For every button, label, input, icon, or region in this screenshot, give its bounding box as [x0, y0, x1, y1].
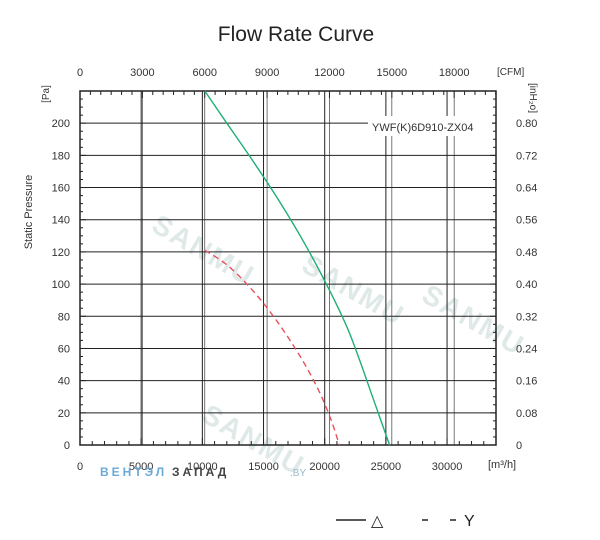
- y-tick-label: 160: [52, 183, 70, 195]
- y-right-tick-label: 0.48: [516, 247, 537, 259]
- x-top-tick-label: 0: [77, 67, 83, 79]
- y-tick-label: 120: [52, 247, 70, 259]
- x-tick-label: 5000: [129, 461, 153, 473]
- y-right-tick-label: 0.08: [516, 408, 537, 420]
- y-tick-label: 200: [52, 118, 70, 130]
- y-right-tick-label: 0: [516, 440, 522, 452]
- brand-part1: ВЕНТЭЛ: [100, 465, 167, 479]
- y-tick-label: 80: [58, 311, 70, 323]
- y-tick-label: 100: [52, 279, 70, 291]
- grid: [79, 91, 496, 446]
- brand-logo: ВЕНТЭЛ ЗАПАД .BY: [100, 465, 306, 479]
- x-unit-bottom: [m³/h]: [488, 459, 516, 471]
- x-tick-label: 25000: [371, 461, 402, 473]
- y-right-tick-label: 0.24: [516, 343, 537, 355]
- x-top-tick-label: 12000: [314, 67, 345, 79]
- x-tick-label: 20000: [309, 461, 340, 473]
- y-right-tick-label: 0.80: [516, 118, 537, 130]
- y-right-tick-label: 0.32: [516, 311, 537, 323]
- x-top-tick-label: 6000: [192, 67, 216, 79]
- chart-title: Flow Rate Curve: [218, 23, 374, 46]
- x-top-tick-label: 9000: [255, 67, 279, 79]
- y-tick-label: 0: [64, 440, 70, 452]
- curve-delta-solid: [204, 90, 391, 446]
- y-right-tick-label: 0.56: [516, 215, 537, 227]
- y-tick-label: 180: [52, 150, 70, 162]
- minor-ticks: [79, 90, 497, 446]
- y-tick-label: 40: [58, 376, 70, 388]
- watermark-text: SANMU: [417, 278, 530, 361]
- x-top-tick-label: 18000: [439, 67, 470, 79]
- y-tick-label: 60: [58, 343, 70, 355]
- x-tick-label: 10000: [187, 461, 218, 473]
- y-right-tick-label: 0.16: [516, 376, 537, 388]
- y-unit-right: [inH₂o]: [527, 83, 538, 113]
- watermark-text: SANMU: [147, 208, 260, 291]
- legend-label-solid: △: [371, 513, 384, 530]
- curve-y-dashed: [204, 249, 341, 446]
- x-tick-label: 0: [77, 461, 83, 473]
- y-unit-left: [Pa]: [41, 85, 52, 103]
- y-right-tick-label: 0.64: [516, 183, 537, 195]
- y-tick-label: 20: [58, 408, 70, 420]
- brand-part2: ЗАПАД: [172, 465, 229, 479]
- y-right-tick-label: 0.72: [516, 150, 537, 162]
- x-unit-top: [CFM]: [497, 67, 524, 78]
- y-right-tick-label: 0.40: [516, 279, 537, 291]
- x-tick-label: 15000: [248, 461, 279, 473]
- y-tick-label: 140: [52, 215, 70, 227]
- legend-label-dashed: Y: [464, 513, 475, 530]
- y-axis-label: Static Pressure: [23, 175, 35, 250]
- x-top-tick-label: 3000: [130, 67, 154, 79]
- legend: △ Y: [336, 513, 475, 530]
- x-top-tick-label: 15000: [377, 67, 408, 79]
- curves: [204, 90, 391, 446]
- model-label: YWF(K)6D910-ZX04: [372, 122, 473, 134]
- brand-site: .BY: [290, 468, 306, 479]
- model-label-bg: [368, 116, 492, 136]
- x-tick-label: 30000: [432, 461, 463, 473]
